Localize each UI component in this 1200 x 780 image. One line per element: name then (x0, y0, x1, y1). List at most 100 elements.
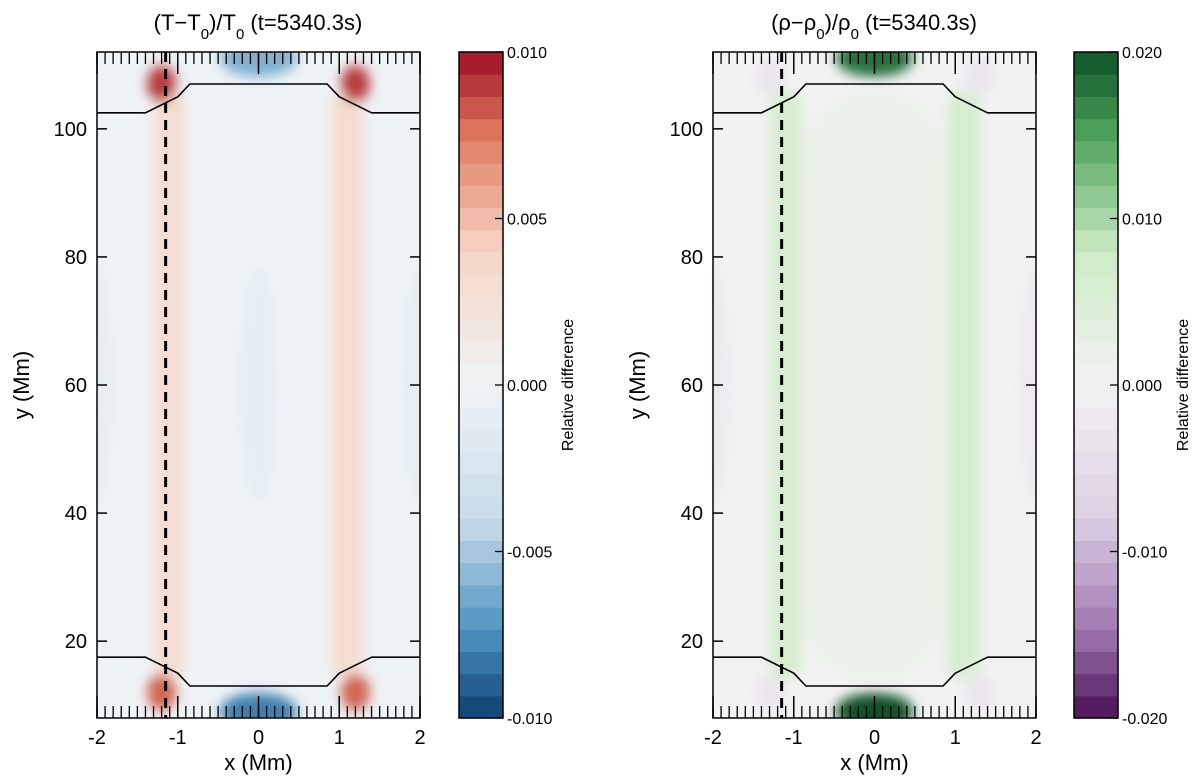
colorbar-segment (1074, 496, 1118, 519)
colorbar-segment (1074, 562, 1118, 586)
colorbar-segment (459, 451, 503, 475)
data-feature-7 (754, 673, 785, 712)
data-feature-2 (147, 65, 177, 103)
data-feature-3 (340, 65, 370, 103)
colorbar-label: Relative difference (1175, 319, 1192, 451)
data-feature-5 (754, 58, 785, 97)
colorbar-tick-label: 0.010 (507, 45, 547, 62)
colorbar-segment (1074, 607, 1118, 630)
colorbar-segment (459, 163, 503, 186)
data-feature-2 (803, 90, 946, 680)
y-tick-label: 80 (681, 247, 703, 269)
colorbar-segment (1074, 140, 1118, 164)
y-tick-label: 40 (681, 503, 703, 525)
data-feature-8 (239, 265, 278, 505)
colorbar-tick-label: -0.010 (507, 711, 552, 728)
data-feature-0 (769, 90, 802, 680)
x-axis-label: x (Mm) (224, 750, 292, 775)
colorbar-segment (459, 540, 503, 564)
colorbar-segment (459, 340, 503, 364)
colorbar-segment (459, 362, 503, 386)
colorbar-tick-label: -0.005 (507, 545, 552, 562)
colorbar-segment (1074, 407, 1118, 430)
x-tick-label: 2 (1030, 727, 1041, 749)
x-tick-label: 1 (334, 727, 345, 749)
data-feature-5 (340, 673, 370, 712)
y-tick-label: 100 (54, 119, 87, 141)
colorbar-segment (1074, 296, 1118, 319)
data-feature-1 (947, 90, 980, 680)
colorbar-segment (459, 518, 503, 541)
loop-boundary-bottom (713, 656, 1036, 687)
density-panel: -2 -1 0 1 2 20 40 60 80 100 x (Mm) y (Mm) (ρ−ρ0)/ρ0 … (625, 10, 1192, 775)
x-tick-label: -2 (704, 727, 722, 749)
data-feature-4 (147, 673, 177, 712)
x-tick-label: -2 (88, 727, 106, 749)
colorbar-segment (1074, 340, 1118, 364)
colorbar-segment (1074, 118, 1118, 142)
x-tick-label: -1 (785, 727, 803, 749)
colorbar-segment (459, 118, 503, 142)
y-tick-label: 40 (65, 503, 87, 525)
colorbar-segment (1074, 251, 1118, 275)
colorbar-segment (459, 673, 503, 697)
colorbar-segment (1074, 274, 1118, 297)
chart-title: (T−T0)/T0 (t=5340.3s) (154, 10, 363, 43)
colorbar-segment (1074, 451, 1118, 475)
loop-boundary-top (713, 83, 1036, 114)
colorbar-segment (459, 207, 503, 231)
colorbar-segment (459, 229, 503, 253)
data-feature-6 (964, 58, 995, 97)
loop-boundary-top (97, 83, 420, 114)
data-feature-0 (153, 90, 186, 680)
colorbar-segment (1074, 518, 1118, 541)
y-tick-label: 20 (681, 631, 703, 653)
colorbar-segment (1074, 74, 1118, 97)
colorbar-tick-label: 0.010 (1122, 212, 1162, 229)
y-tick-label: 60 (65, 375, 87, 397)
colorbar-segment (459, 140, 503, 164)
x-tick-label: 2 (414, 727, 425, 749)
colorbar-tick-label: 0.005 (507, 212, 547, 229)
colorbar-segment (459, 96, 503, 120)
colorbar-segment (459, 251, 503, 275)
colorbar-segment (1074, 540, 1118, 564)
colorbar-tick-label: 0.000 (507, 378, 547, 395)
temperature-panel: -2 -1 0 1 2 20 40 60 80 100 x (Mm) y (Mm) (T−T0)/T0 … (9, 10, 577, 775)
colorbar-segment (459, 274, 503, 297)
colorbar-segment (459, 318, 503, 342)
colorbar-tick-label: 0.000 (1122, 378, 1162, 395)
y-tick-label: 60 (681, 375, 703, 397)
colorbar-segment (1074, 207, 1118, 231)
colorbar-segment (1074, 96, 1118, 120)
colorbar-segment (1074, 163, 1118, 186)
colorbar-segment (459, 496, 503, 519)
y-tick-label: 100 (670, 119, 703, 141)
colorbar-segment (459, 629, 503, 652)
colorbar-segment (1074, 629, 1118, 652)
colorbar-segment (1074, 362, 1118, 386)
colorbar-segment (459, 296, 503, 319)
colorbar-segment (459, 429, 503, 453)
colorbar-segment (459, 473, 503, 497)
colorbar-segment (1074, 429, 1118, 453)
colorbar-segment (1074, 651, 1118, 675)
y-axis-label: y (Mm) (625, 351, 650, 419)
colorbar-segment (459, 607, 503, 630)
x-tick-label: 0 (869, 727, 880, 749)
y-tick-label: 80 (65, 247, 87, 269)
colorbar-tick-label: -0.010 (1122, 545, 1167, 562)
y-axis-label: y (Mm) (9, 351, 34, 419)
colorbar-segment (459, 74, 503, 97)
data-feature-8 (964, 673, 995, 712)
x-tick-label: 1 (950, 727, 961, 749)
colorbar-tick-label: 0.020 (1122, 45, 1162, 62)
colorbar-segment (459, 562, 503, 586)
colorbar-segment (459, 695, 503, 719)
colorbar-segment (459, 584, 503, 608)
colorbar-segment (1074, 52, 1118, 75)
colorbar-segment (459, 185, 503, 208)
colorbar-segment (1074, 584, 1118, 608)
colorbar-segment (459, 52, 503, 75)
